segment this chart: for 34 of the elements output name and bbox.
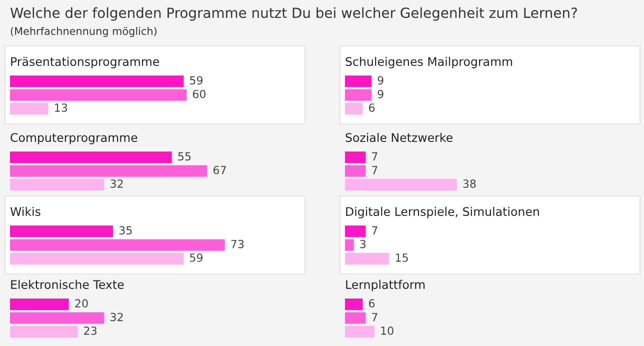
- data-label: 23: [84, 326, 96, 335]
- data-label: 73: [231, 240, 244, 248]
- text: (Mehrfachnennung möglich): [10, 26, 156, 38]
- data-label: 7: [372, 226, 378, 234]
- data-label: 60: [192, 90, 206, 98]
- text: Schuleigenes Mailprogramm: [346, 56, 512, 68]
- chart-title: Lernplattform: [346, 280, 425, 292]
- data-label: 59: [190, 253, 203, 262]
- chart-title: Präsentationsprogramme: [11, 56, 160, 68]
- data-label: 32: [110, 312, 123, 322]
- data-label: 10: [381, 326, 394, 335]
- data-label: 20: [75, 299, 88, 308]
- data-label: 13: [55, 103, 68, 112]
- chart-title: Soziale Netzwerke: [346, 132, 452, 142]
- data-label: 6: [368, 103, 375, 112]
- data-label: 3: [360, 240, 366, 248]
- data-label: 9: [378, 76, 384, 85]
- data-label: 9: [378, 90, 384, 98]
- data-label: 7: [372, 152, 378, 160]
- data-label: 38: [463, 179, 476, 188]
- data-label: 7: [372, 166, 378, 174]
- data-label: 55: [178, 152, 191, 161]
- data-label: 6: [368, 299, 375, 308]
- text: Digitale Lernspiele, Simulationen: [346, 206, 539, 218]
- data-label: 67: [213, 166, 226, 174]
- chart-title: Wikis: [10, 206, 40, 216]
- text: Welche der folgenden Programme nutzt Du bei welcher Gelegenheit zum Lernen?: [10, 7, 577, 21]
- data-label: 15: [396, 254, 408, 262]
- data-label: 59: [190, 76, 203, 85]
- chart-title: Computerprogramme: [10, 133, 138, 144]
- data-label: 7: [372, 312, 378, 322]
- chart-title: Elektronische Texte: [11, 280, 124, 289]
- data-label: 32: [110, 179, 123, 188]
- data-label: 35: [119, 226, 132, 235]
